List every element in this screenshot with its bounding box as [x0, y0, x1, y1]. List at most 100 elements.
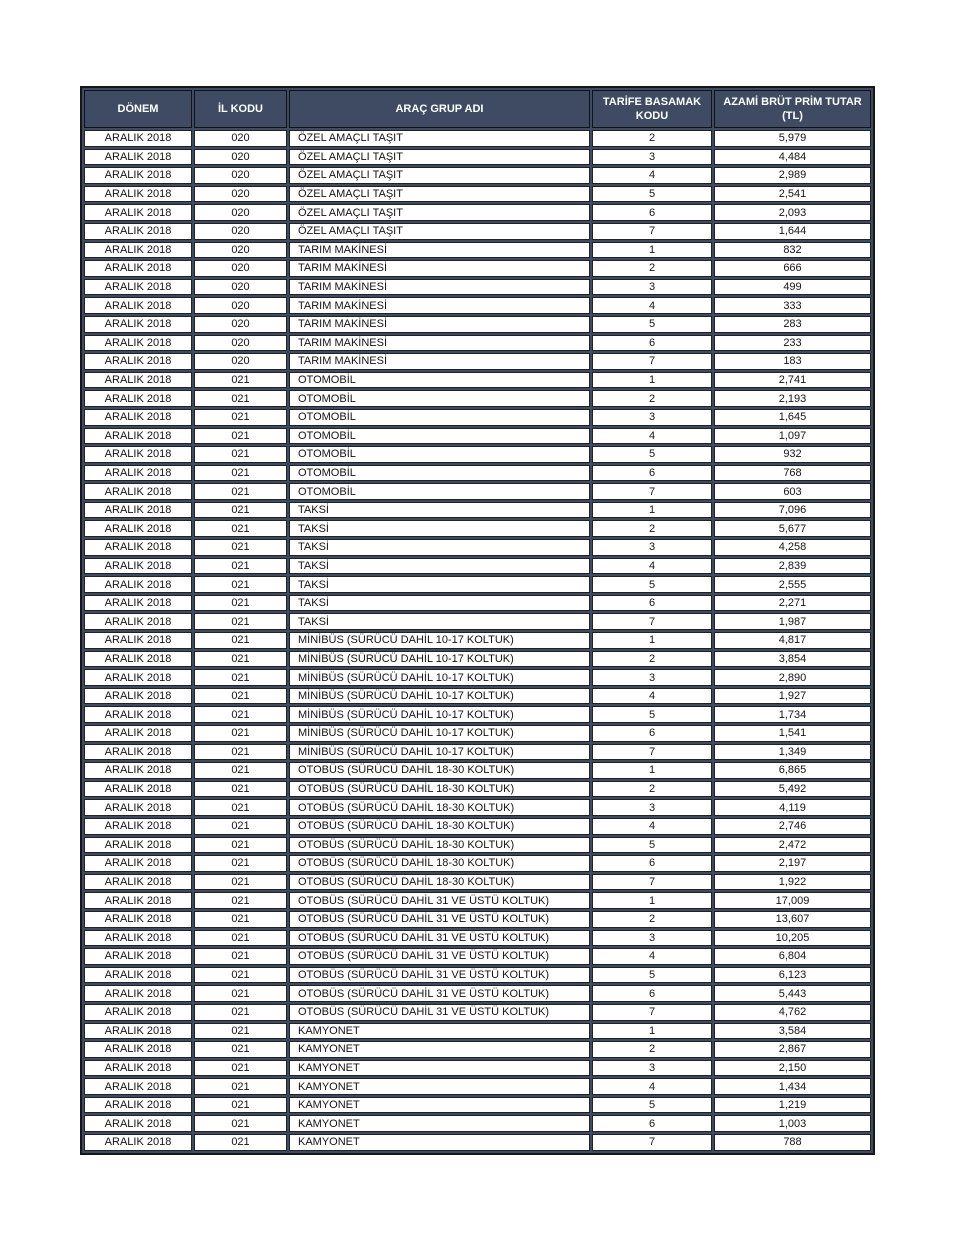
table-row: ARALIK 2018 021 OTOMOBİL 6 768	[84, 464, 871, 482]
cell-arac_grup_adi: OTOMOBİL	[289, 371, 590, 389]
cell-arac_grup_adi: TARIM MAKİNESİ	[289, 241, 590, 259]
cell-tarife_basamak_kodu: 3	[592, 799, 712, 816]
cell-donem: ARALIK 2018	[84, 1078, 192, 1095]
cell-il_kodu: 021	[194, 743, 287, 761]
cell-donem: ARALIK 2018	[84, 855, 192, 872]
cell-il_kodu: 021	[194, 427, 287, 445]
cell-il_kodu: 020	[194, 204, 287, 221]
table-row: ARALIK 2018 021 OTOBÜS (SÜRÜCÜ DAHİL 18-30…	[84, 780, 871, 798]
tariff-table: DÖNEM İL KODU ARAÇ GRUP ADI TARİFE BASAMAK K…	[80, 86, 875, 1155]
cell-tarife_basamak_kodu: 2	[592, 910, 712, 928]
cell-tarife_basamak_kodu: 3	[592, 929, 712, 947]
cell-arac_grup_adi: TARIM MAKİNESİ	[289, 315, 590, 333]
cell-donem: ARALIK 2018	[84, 520, 192, 538]
cell-donem: ARALIK 2018	[84, 408, 192, 426]
cell-tarife_basamak_kodu: 1	[592, 632, 712, 649]
cell-il_kodu: 020	[194, 130, 287, 147]
cell-arac_grup_adi: KAMYONET	[289, 1078, 590, 1095]
cell-il_kodu: 021	[194, 706, 287, 723]
cell-il_kodu: 020	[194, 315, 287, 333]
cell-donem: ARALIK 2018	[84, 1096, 192, 1114]
cell-donem: ARALIK 2018	[84, 929, 192, 947]
cell-azami_brut_prim_tutar: 603	[714, 483, 871, 500]
table-row: ARALIK 2018 021 TAKSİ 7 1,987	[84, 613, 871, 631]
cell-azami_brut_prim_tutar: 17,009	[714, 892, 871, 909]
table-row: ARALIK 2018 021 MİNİBÜS (SÜRÜCÜ DAHİL 10-1…	[84, 632, 871, 649]
cell-arac_grup_adi: OTOMOBİL	[289, 390, 590, 407]
cell-donem: ARALIK 2018	[84, 1003, 192, 1021]
cell-tarife_basamak_kodu: 1	[592, 371, 712, 389]
cell-tarife_basamak_kodu: 6	[592, 594, 712, 612]
cell-donem: ARALIK 2018	[84, 204, 192, 221]
cell-arac_grup_adi: OTOBÜS (SÜRÜCÜ DAHİL 31 VE ÜSTÜ KOLTUK)	[289, 892, 590, 909]
cell-donem: ARALIK 2018	[84, 1059, 192, 1077]
cell-arac_grup_adi: ÖZEL AMAÇLI TAŞIT	[289, 130, 590, 147]
cell-il_kodu: 021	[194, 390, 287, 407]
table-row: ARALIK 2018 021 KAMYONET 4 1,434	[84, 1078, 871, 1095]
cell-donem: ARALIK 2018	[84, 892, 192, 909]
cell-donem: ARALIK 2018	[84, 371, 192, 389]
table-row: ARALIK 2018 021 MİNİBÜS (SÜRÜCÜ DAHİL 10-1…	[84, 669, 871, 686]
table-row: ARALIK 2018 020 TARIM MAKİNESİ 7 183	[84, 353, 871, 370]
cell-il_kodu: 021	[194, 501, 287, 519]
cell-tarife_basamak_kodu: 3	[592, 1059, 712, 1077]
table-row: ARALIK 2018 021 OTOBÜS (SÜRÜCÜ DAHİL 18-30…	[84, 817, 871, 835]
table-row: ARALIK 2018 021 KAMYONET 5 1,219	[84, 1096, 871, 1114]
table-row: ARALIK 2018 021 TAKSİ 5 2,555	[84, 576, 871, 593]
table-row: ARALIK 2018 020 TARIM MAKİNESİ 5 283	[84, 315, 871, 333]
cell-tarife_basamak_kodu: 3	[592, 669, 712, 686]
cell-azami_brut_prim_tutar: 2,093	[714, 204, 871, 221]
cell-tarife_basamak_kodu: 7	[592, 743, 712, 761]
cell-il_kodu: 021	[194, 1041, 287, 1058]
cell-arac_grup_adi: KAMYONET	[289, 1115, 590, 1133]
cell-arac_grup_adi: MİNİBÜS (SÜRÜCÜ DAHİL 10-17 KOLTUK)	[289, 725, 590, 742]
cell-il_kodu: 021	[194, 650, 287, 668]
cell-arac_grup_adi: ÖZEL AMAÇLI TAŞIT	[289, 222, 590, 240]
table-row: ARALIK 2018 020 TARIM MAKİNESİ 1 832	[84, 241, 871, 259]
cell-azami_brut_prim_tutar: 2,197	[714, 855, 871, 872]
cell-azami_brut_prim_tutar: 5,492	[714, 780, 871, 798]
cell-il_kodu: 020	[194, 241, 287, 259]
cell-tarife_basamak_kodu: 7	[592, 483, 712, 500]
cell-azami_brut_prim_tutar: 6,123	[714, 966, 871, 984]
table-row: ARALIK 2018 021 KAMYONET 2 2,867	[84, 1041, 871, 1058]
cell-il_kodu: 021	[194, 910, 287, 928]
table-row: ARALIK 2018 021 OTOMOBİL 7 603	[84, 483, 871, 500]
cell-tarife_basamak_kodu: 5	[592, 185, 712, 203]
cell-tarife_basamak_kodu: 1	[592, 501, 712, 519]
cell-il_kodu: 021	[194, 687, 287, 705]
cell-azami_brut_prim_tutar: 2,271	[714, 594, 871, 612]
table-row: ARALIK 2018 021 OTOBÜS (SÜRÜCÜ DAHİL 18-30…	[84, 836, 871, 854]
cell-azami_brut_prim_tutar: 932	[714, 446, 871, 463]
cell-donem: ARALIK 2018	[84, 1134, 192, 1151]
table-row: ARALIK 2018 021 KAMYONET 7 788	[84, 1134, 871, 1151]
table-row: ARALIK 2018 021 OTOBÜS (SÜRÜCÜ DAHİL 18-30…	[84, 873, 871, 891]
cell-tarife_basamak_kodu: 3	[592, 408, 712, 426]
cell-tarife_basamak_kodu: 7	[592, 353, 712, 370]
table-row: ARALIK 2018 021 TAKSİ 2 5,677	[84, 520, 871, 538]
column-header-tarife_basamak_kodu: TARİFE BASAMAK KODU	[592, 90, 712, 128]
cell-donem: ARALIK 2018	[84, 167, 192, 184]
cell-donem: ARALIK 2018	[84, 464, 192, 482]
cell-donem: ARALIK 2018	[84, 873, 192, 891]
cell-azami_brut_prim_tutar: 2,555	[714, 576, 871, 593]
cell-arac_grup_adi: ÖZEL AMAÇLI TAŞIT	[289, 204, 590, 221]
table-row: ARALIK 2018 021 KAMYONET 1 3,584	[84, 1022, 871, 1040]
cell-il_kodu: 020	[194, 222, 287, 240]
cell-azami_brut_prim_tutar: 6,865	[714, 762, 871, 779]
cell-il_kodu: 021	[194, 966, 287, 984]
cell-azami_brut_prim_tutar: 1,219	[714, 1096, 871, 1114]
cell-tarife_basamak_kodu: 4	[592, 297, 712, 314]
cell-il_kodu: 020	[194, 297, 287, 314]
table-row: ARALIK 2018 021 OTOMOBİL 5 932	[84, 446, 871, 463]
cell-donem: ARALIK 2018	[84, 576, 192, 593]
cell-il_kodu: 020	[194, 185, 287, 203]
cell-donem: ARALIK 2018	[84, 334, 192, 352]
cell-azami_brut_prim_tutar: 4,258	[714, 539, 871, 556]
table-row: ARALIK 2018 021 OTOMOBİL 2 2,193	[84, 390, 871, 407]
table-row: ARALIK 2018 020 ÖZEL AMAÇLI TAŞIT 3 4,484	[84, 148, 871, 166]
table-row: ARALIK 2018 020 ÖZEL AMAÇLI TAŞIT 4 2,989	[84, 167, 871, 184]
cell-azami_brut_prim_tutar: 1,434	[714, 1078, 871, 1095]
cell-arac_grup_adi: OTOBÜS (SÜRÜCÜ DAHİL 31 VE ÜSTÜ KOLTUK)	[289, 910, 590, 928]
